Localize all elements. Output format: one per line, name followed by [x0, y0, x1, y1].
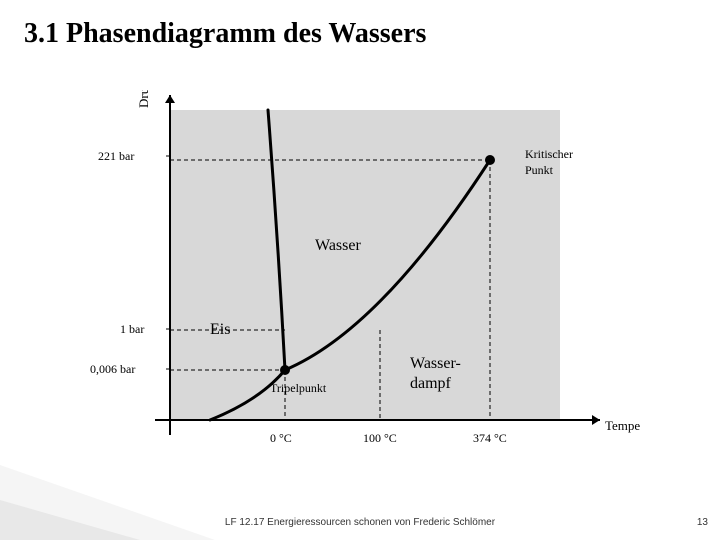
svg-text:Eis: Eis: [210, 321, 230, 338]
slide-title: 3.1 Phasendiagramm des Wassers: [24, 18, 426, 50]
svg-text:0,006 bar: 0,006 bar: [90, 362, 135, 376]
phase-diagram: Eis Wasser Wasser-dampf Tripelpunkt Kritisch…: [60, 90, 640, 470]
footer-text: LF 12.17 Energieressourcen schonen von F…: [225, 517, 495, 528]
svg-text:Temperatur: Temperatur: [605, 418, 640, 433]
svg-text:Wasser-: Wasser-: [410, 355, 461, 372]
svg-text:Punkt: Punkt: [525, 163, 554, 177]
svg-text:1 bar: 1 bar: [120, 322, 144, 336]
svg-text:dampf: dampf: [410, 375, 452, 392]
page-number: 13: [697, 517, 708, 528]
svg-text:Kritischer: Kritischer: [525, 147, 573, 161]
svg-text:100 °C: 100 °C: [363, 431, 397, 445]
svg-text:0 °C: 0 °C: [270, 431, 292, 445]
svg-text:Wasser: Wasser: [315, 237, 361, 254]
phase-diagram-svg: Eis Wasser Wasser-dampf Tripelpunkt Kritisch…: [60, 90, 640, 470]
svg-text:374 °C: 374 °C: [473, 431, 507, 445]
svg-text:Tripelpunkt: Tripelpunkt: [270, 381, 327, 395]
svg-text:221 bar: 221 bar: [98, 149, 134, 163]
svg-text:Druck: Druck: [136, 90, 151, 108]
